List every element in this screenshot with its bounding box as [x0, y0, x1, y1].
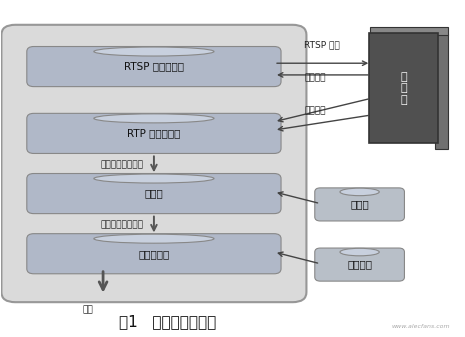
Text: 解码器: 解码器 — [350, 200, 369, 209]
FancyBboxPatch shape — [369, 33, 438, 144]
FancyBboxPatch shape — [27, 47, 281, 87]
FancyBboxPatch shape — [1, 25, 306, 302]
Ellipse shape — [340, 188, 379, 196]
FancyBboxPatch shape — [435, 34, 448, 149]
Text: 媒体同步: 媒体同步 — [347, 259, 372, 270]
Text: 音频数据: 音频数据 — [304, 106, 326, 116]
FancyBboxPatch shape — [315, 248, 405, 281]
Text: 用户: 用户 — [82, 305, 93, 314]
Text: 视频数据: 视频数据 — [304, 74, 326, 83]
Ellipse shape — [94, 114, 214, 123]
Ellipse shape — [94, 234, 214, 243]
Text: RTSP 响应: RTSP 响应 — [304, 40, 340, 49]
FancyBboxPatch shape — [27, 113, 281, 153]
FancyBboxPatch shape — [370, 27, 448, 35]
Ellipse shape — [340, 248, 379, 256]
FancyBboxPatch shape — [27, 234, 281, 274]
Text: 解码前的一帧数据: 解码前的一帧数据 — [101, 161, 144, 170]
Text: 解码层: 解码层 — [145, 189, 163, 198]
Ellipse shape — [94, 174, 214, 183]
Ellipse shape — [94, 47, 214, 56]
FancyBboxPatch shape — [315, 188, 405, 221]
Text: 显示播控层: 显示播控层 — [138, 249, 170, 259]
Text: RTSP 会话控制层: RTSP 会话控制层 — [124, 62, 184, 71]
Text: RTP 数据传输层: RTP 数据传输层 — [127, 128, 180, 139]
Text: www.alecfans.com: www.alecfans.com — [391, 324, 450, 329]
Text: 服
务
器: 服 务 器 — [400, 72, 407, 105]
FancyBboxPatch shape — [27, 174, 281, 214]
Text: 图1   播放器结构层次: 图1 播放器结构层次 — [119, 314, 216, 329]
Text: 解码后的一帧数据: 解码后的一帧数据 — [101, 221, 144, 230]
